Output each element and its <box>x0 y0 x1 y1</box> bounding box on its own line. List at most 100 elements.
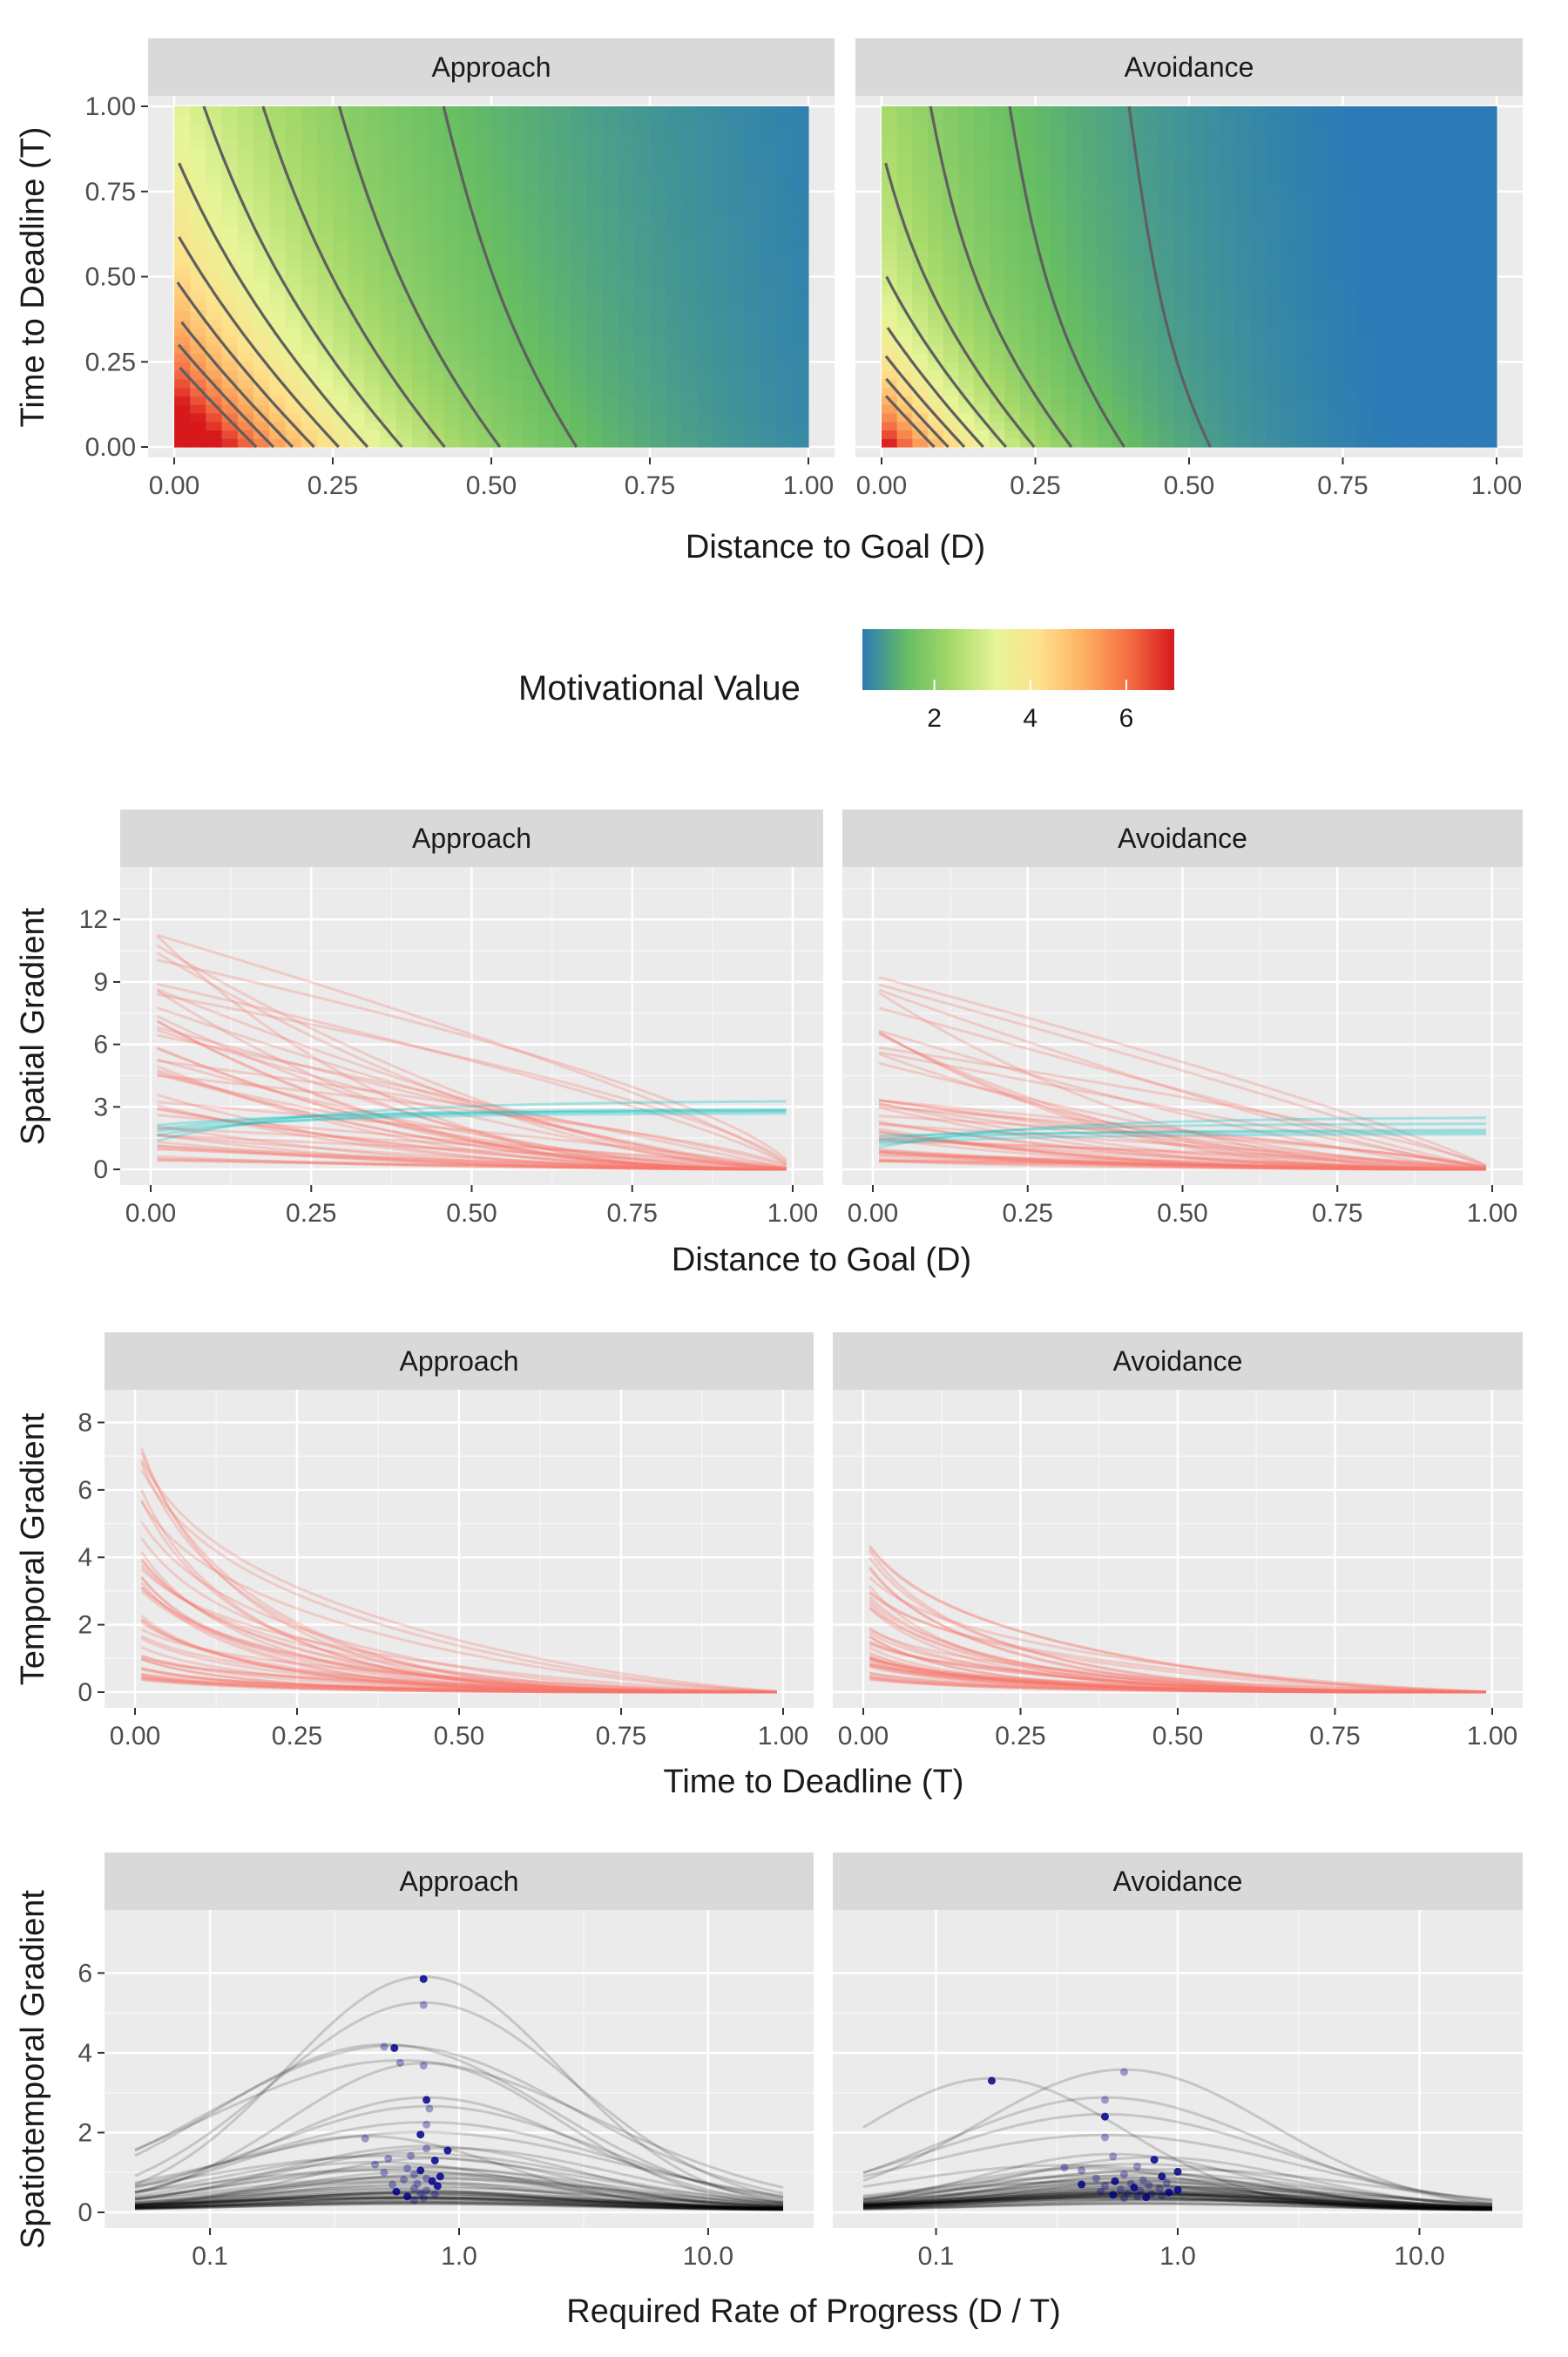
strip-label: Avoidance <box>1125 51 1254 83</box>
contour-line <box>886 327 984 449</box>
heatmap-cell <box>896 310 913 320</box>
heatmap-cell <box>666 140 682 150</box>
heatmap-cell <box>1312 328 1328 337</box>
heatmap-cell <box>586 200 603 209</box>
series-line <box>862 2177 1493 2205</box>
heatmap-cell <box>491 362 508 371</box>
heatmap-cell <box>1081 276 1098 286</box>
series-line <box>140 1646 777 1694</box>
heatmap-cell <box>989 421 1005 431</box>
x-tick-label: 0.25 <box>1010 471 1060 500</box>
heatmap-cell <box>443 310 461 320</box>
increasing-line <box>879 1130 1486 1138</box>
heatmap-cell <box>633 353 651 362</box>
heatmap-cell <box>729 430 746 439</box>
series-line <box>878 1030 1486 1171</box>
heatmap-cell <box>507 123 524 132</box>
heatmap-cell <box>1004 182 1021 193</box>
heatmap-cell <box>301 106 318 116</box>
heatmap-cell <box>681 285 699 295</box>
heatmap-cell <box>491 370 508 380</box>
heatmap-cell <box>380 225 397 235</box>
heatmap-cell <box>1220 310 1236 320</box>
series-line <box>141 1656 777 1694</box>
heatmap-cell <box>1158 200 1174 209</box>
heatmap-cell <box>1312 276 1328 286</box>
series-line <box>156 933 787 1165</box>
heatmap-cell <box>989 335 1005 346</box>
heatmap-cell <box>1358 217 1375 227</box>
x-tick-label: 1.00 <box>1471 471 1522 500</box>
heatmap-cell <box>190 259 206 269</box>
heatmap-cell <box>475 430 492 439</box>
heatmap-cell <box>1143 157 1159 167</box>
heatmap-cell <box>713 404 730 414</box>
heatmap-cell <box>1281 378 1298 389</box>
heatmap-cell <box>1296 123 1313 132</box>
heatmap-cell <box>1481 234 1497 243</box>
series-line <box>134 2192 784 2210</box>
series-line <box>878 1151 1486 1171</box>
heatmap-cell <box>1266 301 1282 312</box>
heatmap-cell <box>1158 182 1174 193</box>
heatmap-cell <box>253 276 270 286</box>
heatmap-cell <box>1143 182 1159 193</box>
heatmap-cell <box>1158 335 1174 346</box>
heatmap-cell <box>571 132 587 141</box>
heatmap-cell <box>1358 421 1375 431</box>
heatmap-cell <box>681 268 699 278</box>
heatmap-cell <box>602 140 619 150</box>
series-line <box>868 1629 1486 1694</box>
legend-tick-label: 2 <box>927 704 942 733</box>
heatmap-cell <box>1065 208 1083 218</box>
heatmap-cell <box>237 344 254 355</box>
heatmap-cell <box>1373 182 1390 193</box>
increasing-line <box>157 1109 787 1127</box>
series-line <box>862 2198 1493 2211</box>
heatmap-cell <box>491 242 508 252</box>
heatmap-cell <box>221 276 239 286</box>
heatmap-cell <box>1481 251 1497 261</box>
series-line <box>140 1489 777 1694</box>
heatmap-cell <box>491 148 508 159</box>
heatmap-cell <box>776 301 794 312</box>
heatmap-cell <box>1465 430 1482 439</box>
heatmap-cell <box>1435 430 1451 439</box>
peak-point <box>1130 2184 1139 2192</box>
heatmap-cell <box>190 166 206 175</box>
heatmap-cell <box>1112 217 1128 227</box>
heatmap-cell <box>1220 276 1236 286</box>
heatmap-cell <box>1296 301 1313 312</box>
heatmap-cell <box>1189 370 1206 380</box>
y-tick-label: 2 <box>78 2118 92 2147</box>
series-line <box>157 1134 787 1170</box>
increasing-line <box>878 1128 1486 1143</box>
heatmap-cell <box>333 259 349 269</box>
heatmap-cell <box>475 234 492 243</box>
heatmap-cell <box>1373 191 1390 201</box>
heatmap-cell <box>523 182 540 193</box>
heatmap-cell <box>269 208 286 218</box>
heatmap-cell <box>190 421 206 431</box>
heatmap-cell <box>1312 182 1328 193</box>
heatmap-cell <box>554 396 571 405</box>
heatmap-cell <box>1143 421 1159 431</box>
heatmap-cell <box>190 157 206 167</box>
heatmap-cell <box>269 328 286 337</box>
heatmap-cell <box>713 268 730 278</box>
heatmap-cell <box>1419 310 1436 320</box>
heatmap-cell <box>459 344 476 355</box>
heatmap-cell <box>1065 200 1083 209</box>
heatmap-cell <box>237 310 254 320</box>
heatmap-cell <box>912 404 929 414</box>
heatmap-cell <box>586 166 603 175</box>
heatmap-cell <box>973 208 990 218</box>
series-line <box>862 2192 1493 2211</box>
heatmap-cell <box>174 396 191 405</box>
heatmap-cell <box>602 353 619 362</box>
heatmap-cell <box>285 140 302 150</box>
heatmap-cell <box>1173 387 1190 396</box>
heatmap-cell <box>1250 148 1267 159</box>
heatmap-cell <box>554 310 571 320</box>
